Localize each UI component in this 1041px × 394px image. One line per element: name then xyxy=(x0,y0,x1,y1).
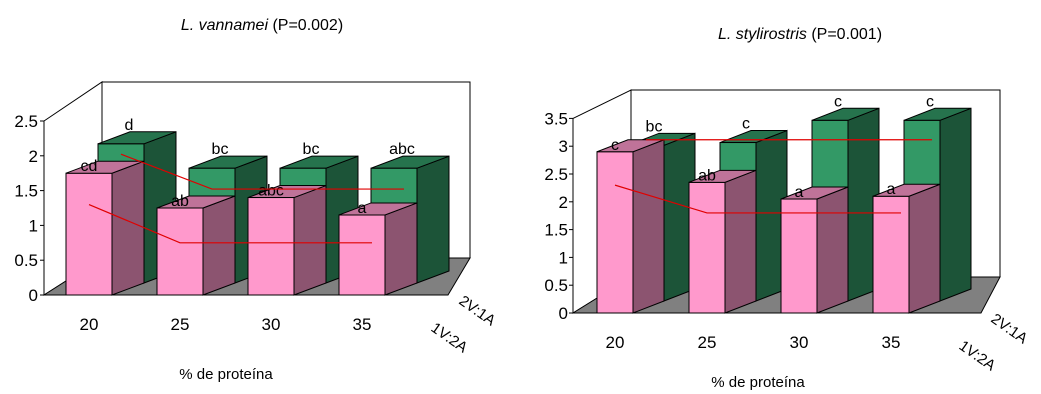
bar-top-1V:2A xyxy=(338,202,418,216)
bar-letter: c xyxy=(926,93,934,110)
bar-front-1V:2A xyxy=(247,197,295,296)
bar-letter: a xyxy=(795,184,804,201)
chart-title-p-left: (P=0.002) xyxy=(268,17,343,34)
trend-line xyxy=(88,203,372,244)
bar-letter: bc xyxy=(303,141,320,158)
y-tick-label: 0 xyxy=(559,304,568,323)
y-tick-label: 1 xyxy=(559,248,568,267)
y-tick-label: 1 xyxy=(29,216,38,235)
chart-title-left: L. vannamei (P=0.002) xyxy=(181,17,343,34)
bar-letter: abc xyxy=(389,141,415,158)
bar-letter: a xyxy=(358,200,367,217)
bar-letter: c xyxy=(611,137,619,154)
chart-l-vannamei: 0 0.5 1 1.5 2 2.5 d bc bc abc cd ab abc a 20 25 30 35 1V:2… xyxy=(14,81,499,356)
x-tick-label: 30 xyxy=(790,333,809,352)
series-depth-label: 1V:2A xyxy=(956,337,999,374)
bar-top-2V:1A xyxy=(811,107,880,121)
bar-letter: bc xyxy=(646,118,663,135)
y-tick-label: 3.5 xyxy=(544,109,568,128)
y-tick-label: 0.5 xyxy=(544,276,568,295)
x-axis-label-right: % de proteína xyxy=(711,374,805,391)
series-depth-label: 1V:2A xyxy=(428,319,471,356)
x-tick-label: 20 xyxy=(80,315,99,334)
bar-front-1V:2A xyxy=(780,198,818,314)
bar-top-1V:2A xyxy=(65,160,145,174)
y-tick-label: 3 xyxy=(559,137,568,156)
chart-l-stylirostris: 0 0.5 1 1.5 2 2.5 3 3.5 bc c c c c ab a a 20 25 30 35 1V:2A2… xyxy=(544,89,1031,374)
bar-front-1V:2A xyxy=(596,151,634,314)
bar-top-2V:1A xyxy=(188,155,268,169)
x-tick-label: 20 xyxy=(606,333,625,352)
bar-letter: bc xyxy=(212,141,229,158)
bar-front-1V:2A xyxy=(338,214,386,296)
bar-top-2V:1A xyxy=(97,131,177,145)
series-depth-label: 2V:1A xyxy=(456,292,499,329)
bar-letter: c xyxy=(742,116,750,133)
bar-side-2V:1A xyxy=(939,107,972,302)
x-tick-label: 35 xyxy=(882,333,901,352)
x-axis-label-left: % de proteína xyxy=(179,366,273,383)
bar-letter: a xyxy=(887,181,896,198)
series-depth-label: 2V:1A xyxy=(988,310,1031,347)
bar-side-1V:2A xyxy=(111,160,145,296)
bar-side-1V:2A xyxy=(724,169,757,314)
bar-front-1V:2A xyxy=(65,172,113,296)
bar-letter: ab xyxy=(698,167,716,184)
bar-side-1V:2A xyxy=(202,195,236,296)
bar-top-1V:2A xyxy=(872,183,941,197)
trend-line xyxy=(614,184,901,214)
bar-letter: abc xyxy=(258,183,284,200)
y-tick-label: 0.5 xyxy=(14,251,38,270)
bar-side-2V:1A xyxy=(416,155,450,284)
y-tick-label: 2 xyxy=(559,193,568,212)
bar-front-1V:2A xyxy=(688,181,726,314)
bar-letter: ab xyxy=(171,193,189,210)
y-tick-label: 2 xyxy=(29,147,38,166)
bar-top-1V:2A xyxy=(688,169,757,183)
y-tick-label: 2.5 xyxy=(14,112,38,131)
bar-letter: c xyxy=(834,93,842,110)
y-tick-label: 1.5 xyxy=(544,221,568,240)
y-tick-label: 1.5 xyxy=(14,182,38,201)
chart-title-species-left: L. vannamei xyxy=(181,17,269,34)
bar-side-1V:2A xyxy=(384,202,418,296)
bar-side-1V:2A xyxy=(908,183,941,314)
chart-title-p-right: (P=0.001) xyxy=(807,26,882,43)
bar-side-1V:2A xyxy=(632,139,665,314)
trend-line xyxy=(120,153,404,190)
bar-letter: cd xyxy=(81,158,98,175)
x-tick-label: 35 xyxy=(353,315,372,334)
bar-letter: d xyxy=(125,117,134,134)
x-tick-label: 25 xyxy=(171,315,190,334)
chart-title-species-right: L. stylirostris xyxy=(718,26,807,43)
y-tick-label: 2.5 xyxy=(544,165,568,184)
bar-top-2V:1A xyxy=(279,155,359,169)
bar-top-1V:2A xyxy=(156,195,236,209)
bar-front-1V:2A xyxy=(872,195,910,314)
x-tick-label: 25 xyxy=(698,333,717,352)
bar-side-1V:2A xyxy=(816,186,849,314)
bar-top-1V:2A xyxy=(780,186,849,200)
bar-side-1V:2A xyxy=(293,184,327,296)
y-tick-label: 0 xyxy=(29,286,38,305)
bar-top-2V:1A xyxy=(903,107,972,121)
chart-title-right: L. stylirostris (P=0.001) xyxy=(718,26,882,43)
bar-front-1V:2A xyxy=(156,207,204,296)
x-tick-label: 30 xyxy=(262,315,281,334)
bar-top-2V:1A xyxy=(370,155,450,169)
